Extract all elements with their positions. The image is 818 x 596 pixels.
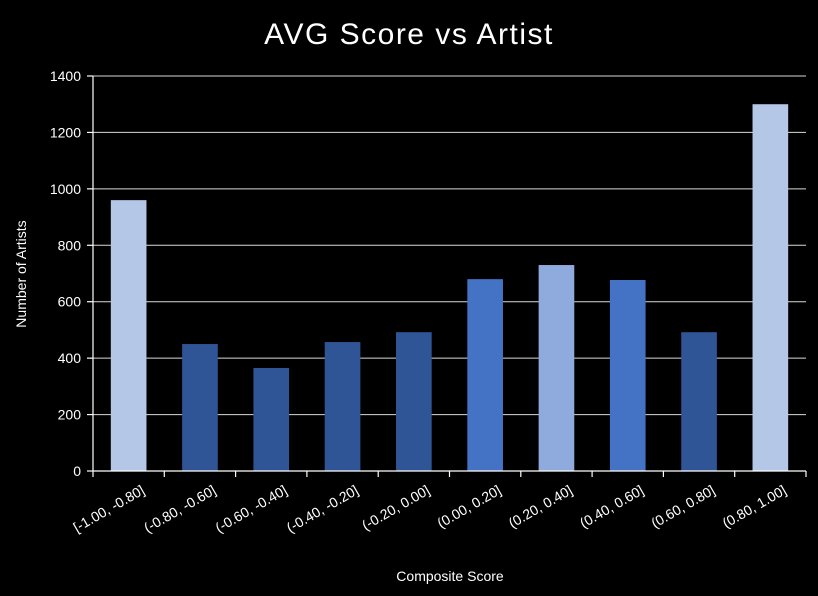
y-tick-label: 1000 — [50, 181, 81, 197]
y-tick-label: 1400 — [50, 68, 81, 84]
bar — [182, 344, 218, 471]
x-tick-label: (0.80, 1.00] — [720, 482, 789, 531]
bar — [467, 279, 503, 471]
bar — [681, 332, 717, 471]
x-tick-label: (0.60, 0.80] — [648, 482, 717, 531]
y-tick-label: 800 — [58, 237, 82, 253]
x-tick-label: (-0.40, -0.20] — [284, 482, 361, 536]
bar — [324, 342, 361, 471]
bar — [752, 104, 789, 471]
y-axis-ticks: 0 200 400 600 800 1000 1200 1400 — [50, 68, 94, 479]
y-axis-label: Number of Artists — [13, 220, 29, 327]
x-tick-label: (-0.20, 0.00] — [359, 482, 432, 534]
bar — [253, 368, 290, 471]
y-tick-label: 1200 — [50, 124, 81, 140]
x-tick-label: [-1.00, -0.80] — [70, 482, 147, 536]
bar — [609, 279, 646, 471]
x-axis-ticks: [-1.00, -0.80](-0.80, -0.60](-0.60, -0.4… — [70, 471, 807, 536]
y-tick-label: 0 — [73, 463, 81, 479]
bar — [110, 200, 147, 471]
bar — [538, 265, 575, 471]
x-tick-label: (-0.80, -0.60] — [141, 482, 218, 536]
chart-title: AVG Score vs Artist — [264, 18, 554, 51]
y-tick-label: 200 — [58, 407, 82, 423]
x-tick-label: (-0.60, -0.40] — [212, 482, 289, 536]
y-tick-label: 600 — [58, 294, 82, 310]
x-axis-label: Composite Score — [396, 568, 504, 584]
x-tick-label: (0.00, 0.20] — [434, 482, 503, 531]
x-tick-label: (0.40, 0.60] — [577, 482, 646, 531]
y-tick-label: 400 — [58, 350, 82, 366]
bar — [396, 332, 432, 471]
x-tick-label: (0.20, 0.40] — [506, 482, 575, 531]
bars — [110, 104, 789, 471]
